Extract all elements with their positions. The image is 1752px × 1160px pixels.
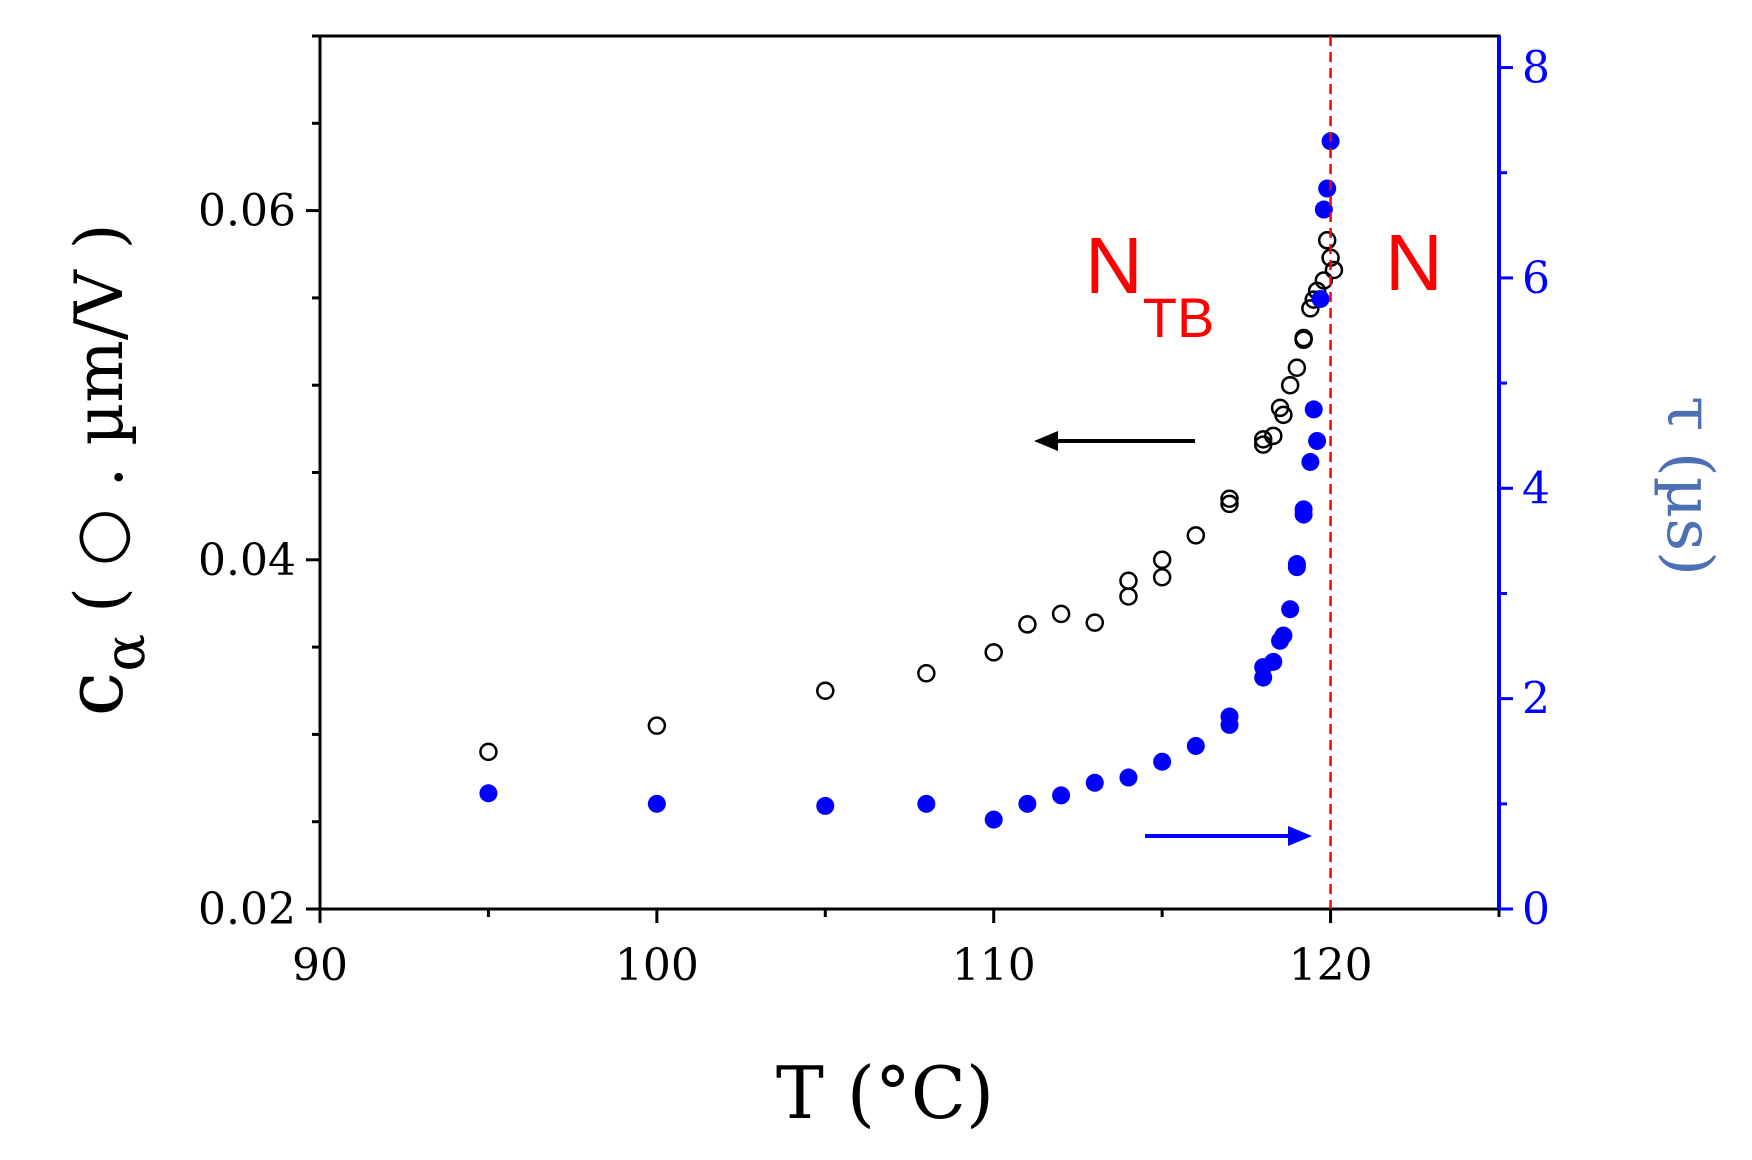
tau-point: [1119, 768, 1138, 787]
right-axis-arrow: [1145, 826, 1312, 846]
y-tick-label: 0.06: [198, 186, 296, 237]
tau-point: [1294, 500, 1313, 519]
x-axis-title: T (°C): [776, 1051, 994, 1135]
c-alpha-point: [1152, 550, 1172, 570]
tau-point: [1304, 400, 1323, 419]
c-alpha-point: [1018, 615, 1037, 634]
y2-axis-title: τ (µs): [1652, 396, 1726, 576]
tau-point: [1311, 289, 1330, 308]
tau-point: [1314, 200, 1333, 219]
phase-label-ntb-sub: TB: [1143, 286, 1215, 349]
left-axis-arrow: [1034, 431, 1195, 451]
c-alpha-point: [1317, 231, 1337, 250]
tau-point: [816, 796, 835, 815]
tau-point: [1018, 794, 1037, 813]
c-alpha-point: [1119, 587, 1138, 606]
y-axis-title-rest: ( ○ . µm/V ): [61, 224, 138, 634]
tau-point: [1274, 626, 1293, 645]
x-tick-label: 100: [615, 940, 699, 991]
tau-point: [1264, 652, 1283, 671]
tau-point: [1301, 452, 1320, 471]
phase-label-ntb: NTB: [1085, 221, 1214, 349]
tau-point: [1287, 555, 1306, 574]
c-alpha-point: [1294, 328, 1313, 348]
c-alpha-point: [816, 681, 835, 700]
c-alpha-point: [1220, 489, 1239, 508]
phase-label-n: N: [1385, 218, 1443, 307]
ticks-layer: 90 100 110 120 0.02 0.04 0.06 0 2 4 6 8: [198, 34, 1550, 991]
tau-point: [1318, 179, 1337, 198]
c-alpha-point: [479, 742, 498, 762]
c-alpha-point: [1085, 613, 1105, 632]
c-alpha-point: [1119, 571, 1138, 591]
tau-point: [1153, 752, 1172, 771]
c-alpha-point: [917, 664, 936, 683]
c-alpha-point: [1264, 426, 1283, 446]
plot-frame: [318, 34, 1501, 911]
tau-point: [1308, 431, 1327, 450]
c-alpha-point: [1152, 568, 1172, 587]
y-axis-title: cα ( ○ . µm/V ): [48, 224, 158, 717]
y2-tick-label: 0: [1522, 884, 1550, 935]
y-tick-label: 0.04: [198, 535, 296, 586]
c-alpha-point: [1220, 494, 1239, 514]
y2-tick-label: 6: [1522, 253, 1550, 304]
points-layer: [479, 132, 1344, 829]
tau-point: [1085, 773, 1104, 792]
tau-point: [1220, 707, 1239, 726]
tau-point: [917, 794, 936, 813]
c-alpha-point: [1287, 358, 1307, 377]
c-alpha-point: [984, 643, 1003, 662]
tau-point: [1281, 600, 1300, 619]
c-alpha-point: [1301, 299, 1320, 318]
y2-tick-label: 8: [1522, 43, 1550, 94]
tau-point: [1186, 736, 1205, 755]
tau-point: [479, 784, 498, 803]
c-alpha-point: [1274, 405, 1293, 425]
y-axis-title-sub: α: [93, 634, 158, 672]
tau-point: [984, 810, 1003, 829]
x-tick-label: 110: [952, 940, 1036, 991]
x-tick-label: 120: [1289, 940, 1373, 991]
c-alpha-point: [1253, 430, 1273, 449]
x-tick-label: 90: [292, 940, 348, 991]
c-alpha-point: [1051, 604, 1071, 624]
y-tick-label: 0.02: [198, 884, 296, 935]
c-alpha-point: [1280, 375, 1300, 395]
phase-label-ntb-main: N: [1085, 221, 1143, 310]
c-alpha-point: [647, 716, 667, 735]
y2-tick-label: 4: [1522, 463, 1550, 514]
tau-point: [647, 794, 666, 813]
c-alpha-point: [1314, 271, 1334, 290]
y-axis-title-main: c: [48, 672, 141, 717]
c-alpha-point: [1186, 526, 1206, 545]
tau-point: [1052, 786, 1071, 805]
c-alpha-point: [1324, 260, 1344, 280]
y2-tick-label: 2: [1522, 674, 1550, 725]
